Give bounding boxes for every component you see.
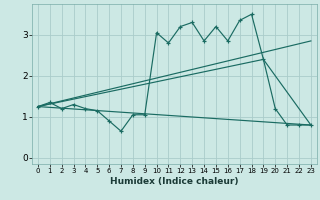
- X-axis label: Humidex (Indice chaleur): Humidex (Indice chaleur): [110, 177, 239, 186]
